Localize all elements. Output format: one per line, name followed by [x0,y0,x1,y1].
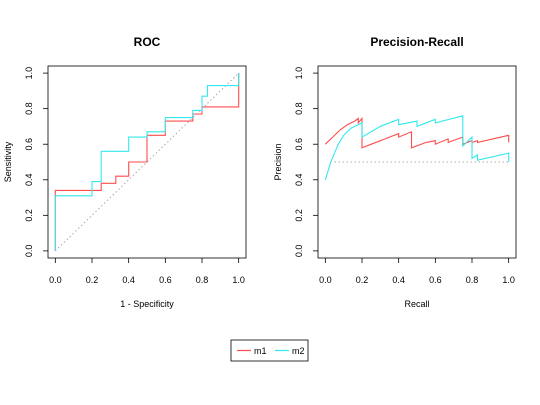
y-tick-label: 0.8 [24,102,34,115]
legend-box [230,339,309,362]
baseline-line [54,72,240,252]
x-tick-label: 1.0 [232,275,245,285]
x-tick-label: 0.6 [159,275,172,285]
y-tick-label: 1.0 [294,67,304,80]
chart-panel-1: ROC 0.0 0.2 0.4 0.6 0.8 1.0 0.0 0.2 0.4 0.6 0.8 1.0 1… [3,35,247,309]
series-line-m2 [324,115,510,180]
x-tick-label: 0.2 [86,275,99,285]
y-tick-label: 1.0 [24,67,34,80]
y-tick-label: 0.6 [294,138,304,151]
x-axis-label: Recall [404,299,429,309]
x-tick-label: 0.2 [356,275,369,285]
y-axis-label: Sensitivity [3,141,13,182]
x-tick-label: 0.8 [466,275,479,285]
x-tick-label: 0.4 [122,275,135,285]
y-tick-label: 0.6 [24,138,34,151]
chart-title: Precision-Recall [370,35,463,49]
series-line-m2 [54,73,240,251]
y-tick-label: 0.8 [294,102,304,115]
y-tick-label: 0.4 [294,174,304,187]
y-axis-label: Precision [273,143,283,180]
x-tick-label: 0.8 [196,275,209,285]
y-tick-label: 0.0 [24,245,34,258]
x-tick-label: 0.6 [429,275,442,285]
x-tick-label: 0.4 [392,275,405,285]
y-tick-label: 0.2 [294,209,304,222]
chart-title: ROC [134,35,161,49]
x-tick-label: 1.0 [502,275,515,285]
x-tick-label: 0.0 [319,275,332,285]
y-tick-label: 0.0 [294,245,304,258]
plot-frame [317,65,517,259]
series-line-m1 [54,73,240,251]
x-tick-label: 0.0 [49,275,62,285]
legend: m1 m2 [230,339,309,362]
y-tick-label: 0.4 [24,174,34,187]
plot-frame [47,65,247,259]
legend-label-m1: m1 [254,346,267,356]
x-axis-label: 1 - Specificity [120,299,174,309]
chart-panel-2: Precision-Recall 0.0 0.2 0.4 0.6 0.8 1.0 0.0 0.2… [273,35,517,309]
legend-label-m2: m2 [292,346,305,356]
y-tick-label: 0.2 [24,209,34,222]
